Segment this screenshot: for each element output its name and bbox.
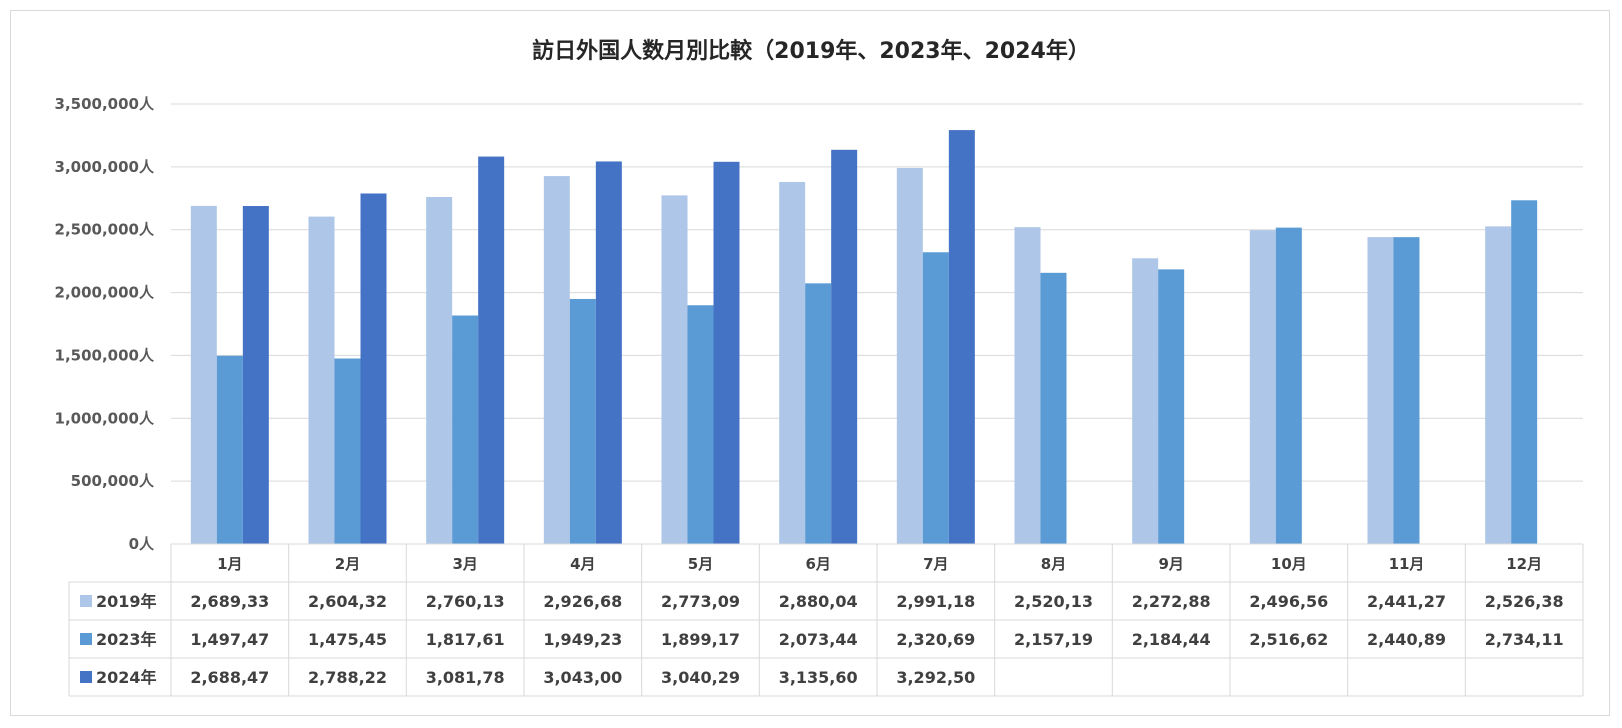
data-label: 2,320,69 (896, 630, 975, 649)
x-tick-label: 11月 (1389, 555, 1425, 573)
data-label: 2,880,04 (779, 592, 858, 611)
legend-label: 2023年 (96, 630, 157, 649)
bar-2019年-10月 (1249, 230, 1276, 544)
data-label: 1,497,47 (190, 630, 269, 649)
data-label: 2,272,88 (1132, 592, 1211, 611)
bar-2024年-7月 (948, 130, 975, 545)
x-tick-label: 2月 (335, 555, 360, 573)
x-tick-label: 10月 (1271, 555, 1307, 573)
data-label: 2,496,56 (1249, 592, 1328, 611)
gridlines (171, 103, 1583, 482)
data-label: 2,441,27 (1367, 592, 1446, 611)
data-label: 1,817,61 (426, 630, 505, 649)
chart-title: 訪日外国人数月別比較（2019年、2023年、2024年） (532, 38, 1090, 64)
bar-2023年-7月 (922, 252, 949, 544)
x-tick-label: 3月 (452, 555, 477, 573)
x-tick-label: 6月 (805, 555, 830, 573)
bar-2023年-8月 (1040, 272, 1067, 544)
y-tick-label: 3,000,000人 (55, 158, 155, 176)
x-tick-label: 9月 (1158, 555, 1183, 573)
data-label: 1,899,17 (661, 630, 740, 649)
bar-2019年-4月 (543, 176, 570, 544)
legend-swatch-2019年 (80, 595, 92, 607)
data-label: 2,788,22 (308, 668, 387, 687)
bar-2019年-9月 (1132, 258, 1159, 544)
y-tick-label: 2,000,000人 (55, 284, 155, 302)
data-label: 2,440,89 (1367, 630, 1446, 649)
bars (190, 130, 1538, 545)
y-tick-label: 1,500,000人 (55, 346, 155, 364)
data-label: 2,991,18 (896, 592, 975, 611)
y-tick-label: 3,500,000人 (55, 95, 155, 113)
y-tick-label: 1,000,000人 (55, 409, 155, 427)
data-label: 1,475,45 (308, 630, 387, 649)
bar-2023年-1月 (216, 355, 243, 544)
data-label: 3,135,60 (779, 668, 858, 687)
data-label: 3,043,00 (543, 668, 622, 687)
bar-2024年-6月 (831, 149, 858, 544)
legend-label: 2024年 (96, 668, 157, 687)
data-label: 2,734,11 (1485, 630, 1564, 649)
bar-2023年-9月 (1158, 269, 1185, 544)
x-tick-label: 7月 (923, 555, 948, 573)
data-label: 2,157,19 (1014, 630, 1093, 649)
bar-2019年-5月 (661, 195, 688, 544)
bar-2023年-5月 (687, 305, 714, 544)
data-label: 2,184,44 (1132, 630, 1211, 649)
data-label: 2,604,32 (308, 592, 387, 611)
bar-2023年-12月 (1511, 200, 1538, 544)
data-label: 2,520,13 (1014, 592, 1093, 611)
bar-2023年-6月 (805, 283, 832, 544)
bar-2024年-3月 (478, 156, 505, 544)
bar-2019年-8月 (1014, 227, 1041, 544)
bar-2024年-5月 (713, 161, 740, 544)
bar-2019年-1月 (190, 205, 217, 544)
bar-2024年-2月 (360, 193, 387, 544)
data-label: 2,073,44 (779, 630, 858, 649)
bar-2023年-2月 (334, 358, 361, 544)
bar-2023年-3月 (452, 315, 479, 544)
bar-2024年-1月 (242, 206, 269, 545)
data-label: 3,292,50 (896, 668, 975, 687)
x-tick-label: 8月 (1041, 555, 1066, 573)
bar-2024年-4月 (595, 161, 622, 545)
data-label: 2,526,38 (1485, 592, 1564, 611)
data-label: 2,516,62 (1249, 630, 1328, 649)
data-label: 3,081,78 (426, 668, 505, 687)
bar-2023年-11月 (1393, 237, 1420, 544)
data-table: 1月 2月 3月 4月 5月 6月 7月 8月 9月 10月 11月 12月 2019年 2,689,33… (68, 543, 1584, 697)
y-tick-label: 500,000人 (71, 472, 155, 490)
x-tick-label: 5月 (688, 555, 713, 573)
data-label: 1,949,23 (543, 630, 622, 649)
y-tick-label: 0人 (129, 535, 155, 553)
bar-2019年-6月 (779, 181, 806, 545)
data-label: 2,688,47 (190, 668, 269, 687)
data-label: 2,689,33 (190, 592, 269, 611)
x-tick-label: 4月 (570, 555, 595, 573)
x-tick-label: 1月 (217, 555, 242, 573)
data-label: 3,040,29 (661, 668, 740, 687)
bar-2023年-4月 (569, 298, 596, 544)
y-axis-ticks: 0人 500,000人 1,000,000人 1,500,000人 2,000,000人… (55, 95, 155, 553)
data-label: 2,773,09 (661, 592, 740, 611)
legend-label: 2019年 (96, 592, 157, 611)
bar-2023年-10月 (1275, 227, 1302, 544)
bar-2019年-12月 (1485, 226, 1512, 544)
legend-swatch-2023年 (80, 633, 92, 645)
legend-swatch-2024年 (80, 671, 92, 683)
x-tick-label: 12月 (1506, 555, 1542, 573)
data-label: 2,760,13 (426, 592, 505, 611)
bar-2019年-2月 (308, 216, 335, 544)
data-label: 2,926,68 (543, 592, 622, 611)
bar-2019年-3月 (426, 197, 453, 544)
y-tick-label: 2,500,000人 (55, 221, 155, 239)
bar-2019年-7月 (896, 167, 923, 544)
bar-2019年-11月 (1367, 237, 1394, 544)
